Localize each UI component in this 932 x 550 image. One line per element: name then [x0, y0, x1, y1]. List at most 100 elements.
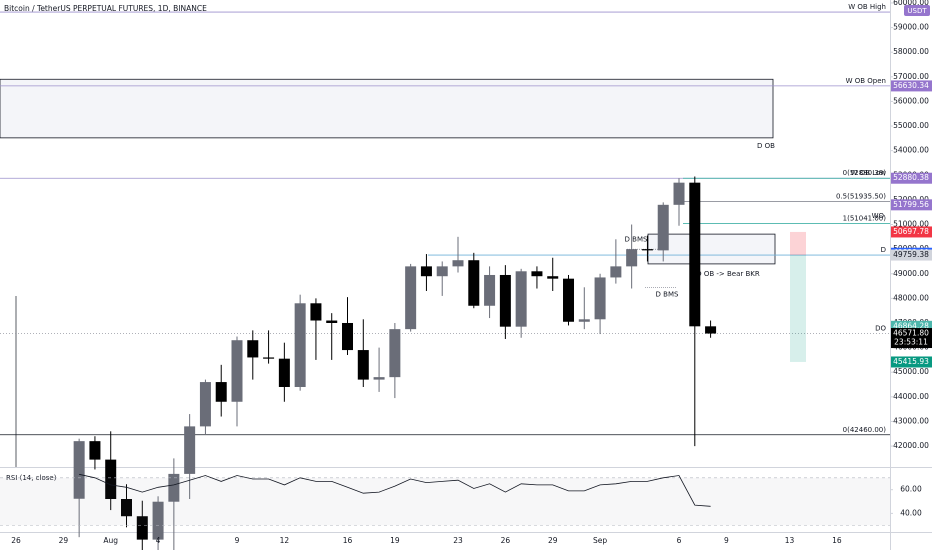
x-tick-label: 19: [390, 536, 400, 545]
y-tick-label: 55000.00: [893, 121, 929, 130]
level-label: W OB Open: [846, 77, 886, 85]
level-label: D: [881, 246, 886, 254]
price-tag: [891, 172, 932, 184]
y-tick-label: 44000.00: [893, 392, 929, 401]
price-tag-label: 50697.78: [893, 227, 929, 236]
y-tick-label: 54000.00: [893, 146, 929, 155]
candle-body: [547, 276, 559, 279]
candle-body: [436, 266, 448, 277]
candle-body: [705, 326, 717, 334]
fib-label: 0.5(51935.50): [836, 192, 886, 200]
candle-body: [515, 271, 527, 327]
x-tick-label: 16: [343, 536, 353, 545]
candle-body: [278, 358, 290, 387]
y-tick-label: 48000.00: [893, 293, 929, 302]
price-tag-label: 49759.38: [893, 250, 929, 259]
candle-body: [121, 499, 133, 517]
y-tick-label: 51000.00: [893, 220, 929, 229]
zone-label: D OB: [757, 142, 775, 150]
rsi-band: [0, 477, 890, 526]
level-label: 0(42460.00): [843, 426, 887, 434]
level-label: W OB Low: [851, 169, 887, 177]
zone: [0, 78, 774, 139]
level-label: DO: [875, 325, 886, 333]
candle-body: [499, 274, 511, 327]
x-tick-label: 29: [59, 536, 69, 545]
candle-body: [105, 459, 117, 500]
candle-body: [168, 473, 180, 502]
price-tag: [891, 80, 932, 92]
price-tag-label: 51799.56: [893, 200, 929, 209]
note: D BMS: [656, 291, 679, 299]
candle-body: [641, 249, 653, 251]
x-tick-label: 9: [724, 536, 729, 545]
rsi-y-tick-label: 60.00: [900, 485, 922, 494]
candle-body: [152, 501, 164, 540]
currency[interactable]: USDT: [907, 7, 927, 15]
x-tick-label: 12: [280, 536, 290, 545]
candle-body: [484, 274, 496, 306]
candle-body: [673, 182, 685, 205]
x-tick-label: 26: [11, 536, 21, 545]
candle-body: [452, 260, 464, 267]
y-tick-label: 58000.00: [893, 47, 929, 56]
price-tag: [891, 199, 932, 211]
candle-body: [294, 303, 306, 387]
candle-body: [231, 340, 243, 402]
candle-body: [420, 266, 432, 277]
candle-body: [610, 266, 622, 278]
zone: [647, 233, 776, 265]
candle-body: [357, 350, 369, 380]
fib-label: 0(52880.38): [843, 169, 887, 177]
candle-body: [578, 319, 590, 322]
candle-body: [531, 271, 543, 277]
candle-body: [468, 260, 480, 306]
x-tick-label: 23: [453, 536, 463, 545]
x-tick-label: 16: [832, 536, 842, 545]
candle-body: [563, 278, 575, 322]
candle-body: [373, 377, 385, 380]
price-tag-label: 52880.38: [893, 173, 929, 182]
currency-box[interactable]: [904, 5, 930, 16]
candle-body: [73, 441, 85, 499]
candle-body: [310, 303, 322, 321]
chart-title: Bitcoin / TetherUS PERPETUAL FUTURES, 1D…: [4, 4, 207, 13]
price-tag: [891, 320, 932, 332]
price-tag-label: 56630.34: [893, 81, 929, 90]
countdown: 23:53:11: [894, 338, 928, 347]
y-tick-label: 57000.00: [893, 72, 929, 81]
candle-body: [405, 266, 417, 330]
candle-body: [89, 441, 101, 460]
level-label: W OB High: [848, 3, 886, 11]
candle-body: [594, 277, 606, 320]
x-tick-label: 29: [548, 536, 558, 545]
x-tick-label: 9: [235, 536, 240, 545]
price-tag: [891, 356, 932, 368]
price-tag: [891, 328, 932, 349]
x-tick-label: Sep: [593, 536, 607, 545]
x-tick-label: 26: [501, 536, 511, 545]
candle-body: [263, 357, 275, 359]
candle-body: [342, 322, 354, 351]
price-tag-label: 46864.28: [893, 321, 929, 330]
candle-body: [199, 382, 211, 427]
rsi-y-tick-label: 40.00: [900, 508, 922, 517]
position-risk: [790, 231, 806, 256]
x-tick-label: 6: [677, 536, 682, 545]
y-tick-label: 59000.00: [893, 23, 929, 32]
candle-body: [689, 182, 701, 327]
y-tick-label: 60000.00: [893, 0, 929, 7]
y-tick-label: 49000.00: [893, 269, 929, 278]
candle-body: [326, 320, 338, 323]
candle-body: [215, 382, 227, 402]
x-tick-label: Aug: [103, 536, 118, 545]
candle-body: [247, 340, 259, 358]
y-tick-label: 45000.00: [893, 367, 929, 376]
note: WO: [872, 212, 885, 220]
y-tick-label: 56000.00: [893, 96, 929, 105]
candle-body: [389, 329, 401, 378]
candle-body: [626, 249, 638, 267]
fib-label: 1(51041.00): [843, 215, 887, 223]
price-tag-label: 46571.80: [893, 329, 929, 338]
